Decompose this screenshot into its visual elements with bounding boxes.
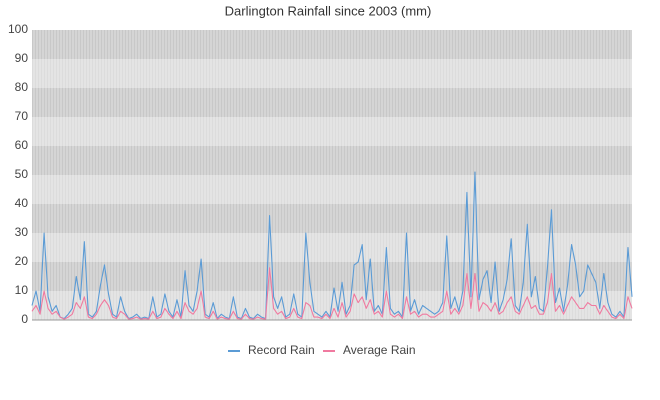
legend-label: Record Rain	[248, 343, 315, 357]
y-tick-label: 10	[15, 283, 29, 297]
chart-title: Darlington Rainfall since 2003 (mm)	[225, 3, 432, 18]
legend-label: Average Rain	[343, 343, 416, 357]
y-tick-label: 20	[15, 254, 29, 268]
y-tick-label: 70	[15, 109, 29, 123]
y-tick-label: 90	[15, 51, 29, 65]
series-line	[31, 171, 633, 320]
y-tick-label: 0	[21, 312, 28, 326]
y-tick-label: 80	[15, 80, 29, 94]
y-tick-label: 30	[15, 225, 29, 239]
y-tick-label: 60	[15, 138, 29, 152]
y-tick-label: 50	[15, 167, 29, 181]
vertical-grid	[32, 30, 632, 320]
y-tick-label: 40	[15, 196, 29, 210]
series-line	[31, 267, 633, 320]
y-tick-label: 100	[8, 22, 28, 36]
